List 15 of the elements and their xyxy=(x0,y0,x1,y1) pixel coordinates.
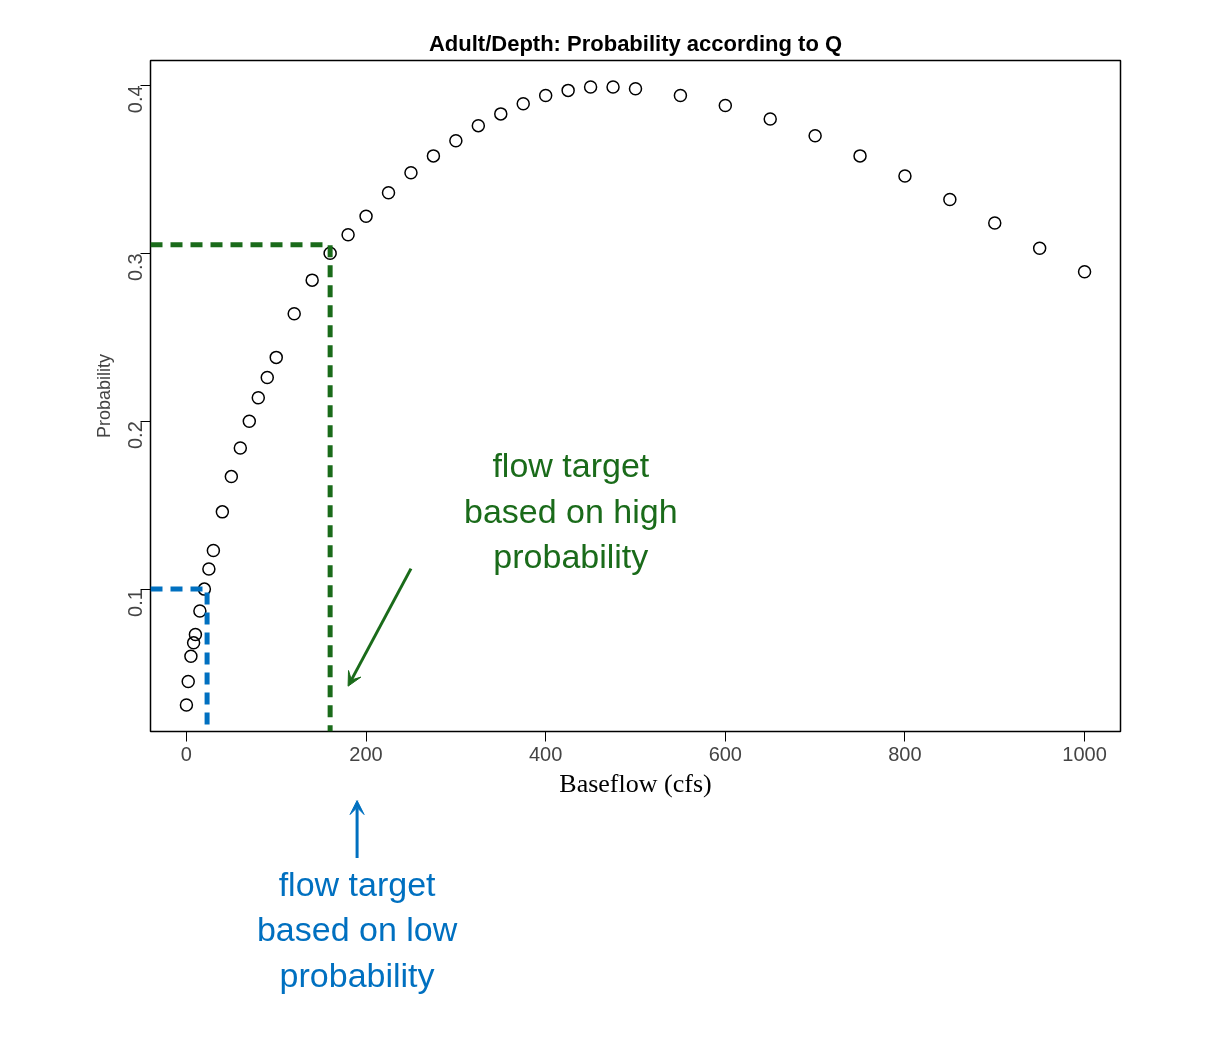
x-tick-label: 1000 xyxy=(1062,742,1107,765)
x-tick-label: 400 xyxy=(529,742,563,765)
y-tick-label: 0.2 xyxy=(124,421,147,449)
x-tick-label: 800 xyxy=(888,742,922,765)
y-axis-title: Probability xyxy=(93,353,114,439)
chart-title: Adult/Depth: Probability according to Q xyxy=(428,30,843,56)
y-tick-label: 0.4 xyxy=(124,85,147,114)
x-tick-label: 600 xyxy=(708,742,743,765)
annotation: flow target based on high probability xyxy=(464,446,678,576)
x-axis-title: Baseflow (cfs) xyxy=(559,768,712,798)
x-tick-label: 200 xyxy=(349,742,383,765)
text: flow target based on low probability xyxy=(256,864,458,995)
x-tick-label: 0 xyxy=(180,742,192,765)
y-tick-label: 0.3 xyxy=(124,253,147,282)
y-tick-label: 0.1 xyxy=(124,589,147,617)
